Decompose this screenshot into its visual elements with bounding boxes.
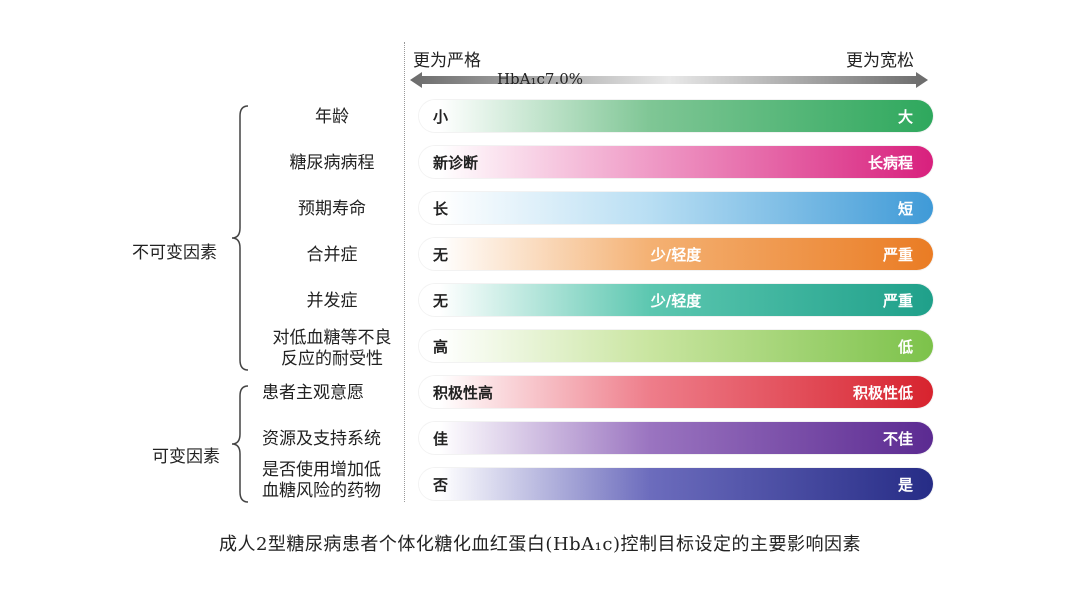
hba1c-axis-label: HbA₁c7.0% [496, 70, 584, 88]
group-label-immutable: 不可变因素 [132, 243, 217, 263]
bar-left-text: 无 [433, 246, 449, 264]
bar-right-text: 不佳 [882, 430, 913, 448]
bar-right-text: 长病程 [867, 154, 913, 172]
bar-right-text: 是 [897, 476, 913, 494]
bar-middle-text: 少/轻度 [650, 246, 702, 264]
bar-disease-duration: 新诊断 长病程 [419, 146, 933, 178]
bar-left-text: 否 [433, 476, 449, 494]
bar-left-text: 高 [433, 338, 449, 356]
row-label-line: 年龄 [315, 107, 349, 127]
row-label-line: 反应的耐受性 [281, 349, 383, 369]
bar-left-text: 小 [433, 108, 449, 126]
bar-hypoglycemia-drugs: 否 是 [419, 468, 933, 500]
row-label-resources: 资源及支持系统 [262, 429, 402, 450]
row-label-line: 对低血糖等不良 [272, 328, 392, 348]
row-label-line: 血糖风险的药物 [262, 481, 381, 501]
row-label-line: 资源及支持系统 [262, 429, 381, 449]
bar-comorbidity: 无 少/轻度 严重 [419, 238, 933, 270]
row-label-comorbidity: 合并症 [262, 245, 402, 266]
bar-right-text: 大 [897, 108, 913, 126]
row-label-line: 患者主观意愿 [262, 383, 364, 403]
row-label-line: 是否使用增加低 [262, 460, 381, 480]
row-label-line: 预期寿命 [298, 199, 366, 219]
double-arrow-icon [410, 72, 928, 88]
row-label-hypoglycemia-drugs: 是否使用增加低 血糖风险的药物 [262, 460, 402, 502]
bar-right-text: 严重 [882, 246, 913, 264]
row-label-age: 年龄 [262, 107, 402, 128]
row-label-life-expectancy: 预期寿命 [262, 199, 402, 220]
row-label-disease-duration: 糖尿病病程 [262, 153, 402, 174]
bar-right-text: 短 [897, 200, 913, 218]
stricter-label: 更为严格 [413, 51, 481, 71]
bar-patient-willingness: 积极性高 积极性低 [419, 376, 933, 408]
bar-left-text: 长 [433, 200, 449, 218]
bar-hypoglycemia-tolerance: 高 低 [419, 330, 933, 362]
bar-left-text: 佳 [433, 430, 449, 448]
bar-resources: 佳 不佳 [419, 422, 933, 454]
row-label-patient-willingness: 患者主观意愿 [262, 383, 382, 404]
group-label-mutable: 可变因素 [152, 447, 220, 467]
bar-right-text: 积极性低 [852, 384, 913, 402]
row-label-line: 糖尿病病程 [289, 153, 375, 173]
row-label-line: 并发症 [306, 291, 358, 311]
figure-caption: 成人2型糖尿病患者个体化糖化血红蛋白(HbA₁c)控制目标设定的主要影响因素 [218, 534, 861, 555]
bracket-mutable-icon [231, 385, 249, 503]
bar-age: 小 大 [419, 100, 933, 132]
row-label-hypoglycemia-tolerance: 对低血糖等不良 反应的耐受性 [262, 328, 402, 370]
row-label-line: 合并症 [306, 245, 358, 265]
row-label-complication: 并发症 [262, 291, 402, 312]
bar-complication: 无 少/轻度 严重 [419, 284, 933, 316]
bar-right-text: 严重 [882, 292, 913, 310]
reference-line [404, 42, 405, 502]
bar-middle-text: 少/轻度 [650, 292, 702, 310]
bracket-immutable-icon [231, 105, 249, 371]
bar-left-text: 积极性高 [433, 384, 494, 402]
bar-right-text: 低 [897, 338, 913, 356]
bar-left-text: 无 [433, 292, 449, 310]
looser-label: 更为宽松 [846, 51, 914, 71]
bar-life-expectancy: 长 短 [419, 192, 933, 224]
bar-left-text: 新诊断 [433, 154, 479, 172]
